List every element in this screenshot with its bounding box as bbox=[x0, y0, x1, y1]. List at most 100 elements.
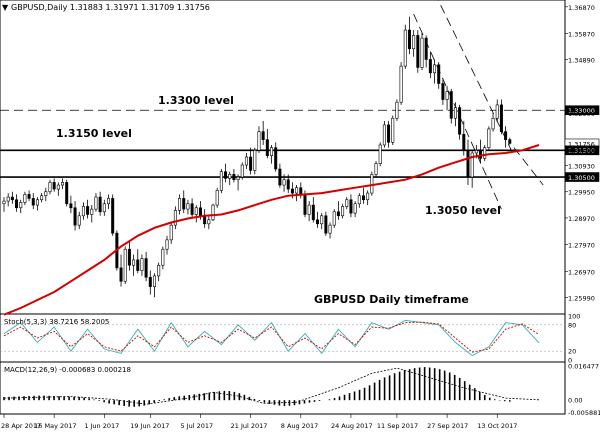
candle-body bbox=[437, 64, 441, 84]
candle-body bbox=[194, 207, 198, 215]
candle-body bbox=[303, 194, 307, 215]
macd-panel-title: MACD(12,26,9) -0.000683 0.000218 bbox=[4, 366, 131, 374]
x-tick-label: 19 Jun 2017 bbox=[130, 422, 169, 430]
candle-body bbox=[132, 259, 136, 266]
candle-body bbox=[458, 107, 462, 135]
price-y-tick-label: 1.36870 bbox=[568, 4, 595, 12]
channel-line bbox=[413, 13, 502, 210]
macd-panel-frame bbox=[0, 361, 566, 415]
candle-body bbox=[198, 207, 202, 217]
candle-body bbox=[274, 147, 278, 170]
candle-body bbox=[315, 219, 319, 225]
price-tag-label: 1.31756 bbox=[568, 140, 595, 148]
macd-signal-line bbox=[3, 367, 540, 405]
price-y-tick-label: 1.30930 bbox=[568, 163, 595, 171]
candle-body bbox=[90, 208, 94, 215]
stoch-y-tick-label: 20 bbox=[568, 348, 576, 356]
x-tick-label: 11 Sep 2017 bbox=[377, 422, 418, 430]
price-y-tick-label: 1.25990 bbox=[568, 295, 595, 303]
price-y-tick-label: 1.26970 bbox=[568, 268, 595, 276]
candle-body bbox=[504, 131, 508, 140]
candle-body bbox=[374, 163, 378, 175]
candle-body bbox=[2, 200, 6, 205]
x-tick-label: 5 Jul 2017 bbox=[180, 422, 213, 430]
candle-body bbox=[186, 203, 190, 210]
candle-body bbox=[253, 150, 257, 171]
candle-body bbox=[349, 199, 353, 214]
candle-body bbox=[136, 259, 140, 271]
x-tick-label: 28 Apr 2017 bbox=[1, 422, 41, 430]
price-y-tick-label: 1.34890 bbox=[568, 57, 595, 65]
candle-body bbox=[140, 258, 144, 271]
candle-body bbox=[320, 215, 324, 225]
candle-body bbox=[31, 198, 35, 206]
candle-body bbox=[286, 179, 290, 190]
annotation-1330-level: 1.3300 level bbox=[158, 94, 234, 107]
chart-header: GBPUSD,Daily 1.31883 1.31971 1.31709 1.3… bbox=[11, 3, 210, 12]
candle-body bbox=[407, 29, 411, 50]
symbol-marker-icon: ▼ bbox=[2, 3, 9, 12]
candle-body bbox=[449, 91, 453, 119]
candle-body bbox=[428, 59, 432, 74]
candle-body bbox=[311, 204, 315, 221]
candle-body bbox=[353, 203, 357, 214]
price-y-tick-label: 1.35870 bbox=[568, 31, 595, 39]
candle-body bbox=[211, 204, 215, 221]
candle-body bbox=[86, 206, 90, 215]
candle-body bbox=[361, 195, 365, 201]
candle-body bbox=[69, 203, 73, 209]
candle-body bbox=[236, 176, 240, 181]
candle-body bbox=[433, 64, 437, 74]
candle-body bbox=[366, 192, 370, 201]
macd-y-tick-label: -0.005881 bbox=[568, 409, 600, 417]
candle-body bbox=[44, 191, 48, 197]
candle-body bbox=[19, 202, 23, 209]
candle-body bbox=[357, 195, 361, 205]
candle-body bbox=[94, 196, 98, 210]
candle-body bbox=[157, 264, 161, 277]
candle-body bbox=[474, 150, 478, 154]
candle-body bbox=[190, 203, 194, 215]
candle-body bbox=[445, 91, 449, 100]
candle-body bbox=[15, 199, 19, 209]
candle-body bbox=[508, 139, 512, 144]
channel-line bbox=[437, 0, 515, 156]
candle-body bbox=[370, 174, 374, 194]
candle-body bbox=[395, 101, 399, 119]
stoch-y-tick-label: 0 bbox=[568, 357, 572, 365]
candle-body bbox=[98, 196, 102, 213]
candle-body bbox=[470, 152, 474, 178]
candle-body bbox=[491, 117, 495, 130]
candle-body bbox=[403, 29, 407, 67]
x-tick-label: 24 Aug 2017 bbox=[331, 422, 373, 430]
candle-body bbox=[453, 107, 457, 119]
candle-body bbox=[424, 37, 428, 60]
candle-body bbox=[257, 131, 261, 151]
price-y-tick-label: 1.32900 bbox=[568, 110, 595, 118]
candle-body bbox=[219, 171, 223, 191]
stoch-y-tick-label: 80 bbox=[568, 321, 576, 329]
candle-body bbox=[249, 156, 253, 171]
candle-body bbox=[299, 187, 303, 195]
candle-body bbox=[48, 182, 52, 193]
price-y-tick-label: 1.28970 bbox=[568, 215, 595, 223]
candle-body bbox=[81, 206, 85, 217]
candle-body bbox=[232, 174, 236, 181]
candle-body bbox=[399, 65, 403, 103]
candle-body bbox=[328, 224, 332, 234]
x-tick-label: 1 Jun 2017 bbox=[84, 422, 119, 430]
candle-body bbox=[35, 199, 39, 206]
candle-body bbox=[23, 194, 27, 203]
price-tag-label: 1.30500 bbox=[568, 174, 595, 182]
x-tick-label: 16 May 2017 bbox=[34, 422, 76, 430]
candle-body bbox=[466, 150, 470, 178]
candle-body bbox=[102, 203, 106, 213]
candle-body bbox=[182, 198, 186, 210]
candle-body bbox=[173, 210, 177, 226]
candle-body bbox=[336, 211, 340, 217]
candle-body bbox=[127, 248, 131, 266]
candle-body bbox=[483, 147, 487, 159]
candle-body bbox=[6, 196, 10, 202]
